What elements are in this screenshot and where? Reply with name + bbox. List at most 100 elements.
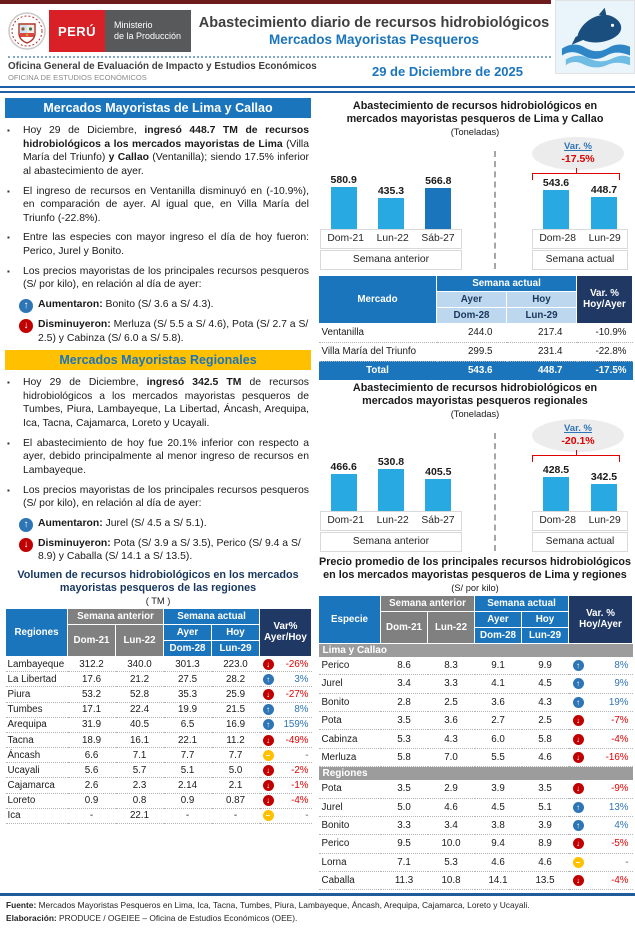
- footer-elaboracion: Elaboración: PRODUCE / OGEIEE – Oficina …: [6, 913, 298, 924]
- volume-value: 16.9: [211, 717, 260, 733]
- square-bullet-icon: ▪: [7, 438, 10, 448]
- price-value: 3.6: [474, 693, 522, 713]
- up-arrow-icon: ↑: [572, 820, 584, 832]
- up-arrow-icon: ↑: [19, 517, 33, 532]
- price-section-row: Regiones: [318, 766, 633, 781]
- section-header-lima-callao: Mercados Mayoristas de Lima y Callao: [5, 98, 311, 118]
- equal-icon: –: [572, 856, 584, 868]
- bar-value-label: 580.9: [330, 173, 357, 186]
- price-value: 4.1: [474, 674, 522, 694]
- price-section-row: Lima y Callao: [318, 643, 633, 657]
- category-label: Sáb-27: [421, 233, 455, 245]
- price-value: 4.5: [521, 674, 569, 694]
- chart-unit: (Toneladas): [450, 408, 500, 419]
- region-name: Arequipa: [5, 717, 68, 733]
- category-label: Lun-29: [588, 515, 621, 527]
- volume-value: 0.8: [115, 793, 164, 809]
- ayer-value: 299.5: [436, 342, 507, 362]
- price-value: 3.9: [474, 780, 522, 799]
- header-office-row: Oficina General de Evaluación de Impacto…: [8, 61, 551, 85]
- content-columns: Mercados Mayoristas de Lima y Callao ▪ Ho…: [0, 93, 635, 891]
- bar-cell: 405.5: [415, 466, 462, 511]
- bar-value-label: 530.8: [377, 455, 405, 468]
- price-value: 2.9: [427, 780, 475, 799]
- var-cell: ↑ 19%: [568, 693, 633, 713]
- price-row: Perico 8.6 8.3 9.1 9.9 ↑ 8%: [318, 656, 633, 676]
- chart-title: Abastecimiento de recursos hidrobiológic…: [352, 381, 598, 408]
- right-column: Abastecimiento de recursos hidrobiológic…: [318, 98, 633, 891]
- volume-value: 7.7: [211, 747, 260, 764]
- bar-cell: 566.8: [415, 175, 462, 229]
- equal-icon: –: [262, 749, 274, 761]
- volume-value: 22.4: [115, 702, 164, 718]
- variation-value: -17.5%: [561, 152, 595, 165]
- price-value: 5.0: [380, 798, 428, 817]
- var-cell: ↓ -2%: [259, 762, 312, 779]
- bar-value-label: 342.5: [590, 470, 618, 483]
- office-block: Oficina General de Evaluación de Impacto…: [8, 61, 317, 82]
- price-value: 2.5: [427, 693, 475, 713]
- column-header-lun22: Lun-22: [427, 610, 475, 644]
- square-bullet-icon: ▪: [7, 485, 10, 495]
- lima-callao-bullets: ▪ Hoy 29 de Diciembre, ingresó 448.7 TM d…: [5, 124, 311, 345]
- var-value: 3%: [294, 673, 309, 685]
- category-labels-current: Dom-28 Lun-29: [532, 510, 628, 531]
- price-value: 7.1: [380, 853, 428, 873]
- square-bullet-icon: ▪: [7, 378, 10, 388]
- bullet-text: Aumentaron: Jurel (S/ 4.5 a S/ 5.1).: [38, 517, 207, 529]
- bar-value-label: 466.6: [330, 460, 357, 473]
- var-cell: ↑ 8%: [259, 702, 312, 718]
- volume-value: 11.2: [211, 732, 260, 749]
- price-value: 14.1: [474, 871, 522, 891]
- var-value: -49%: [285, 734, 309, 746]
- price-table-body: Lima y Callao Perico 8.6 8.3 9.1 9.9 ↑ 8% Jurel 3…: [318, 643, 633, 891]
- variation-label: Var. %: [564, 140, 592, 152]
- column-header-lun22: Lun-22: [115, 623, 164, 657]
- header-logo-row: PERÚ Ministerio de la Producción Abastec…: [8, 10, 551, 52]
- volume-value: 53.2: [67, 686, 116, 703]
- bar: [591, 196, 617, 229]
- price-section-label: Regiones: [318, 766, 633, 781]
- down-arrow-icon: ↓: [572, 875, 584, 887]
- volume-value: 19.9: [163, 702, 212, 718]
- column-header-mercado: Mercado: [318, 274, 437, 324]
- volume-value: 28.2: [211, 671, 260, 688]
- bullet-text: Hoy 29 de Diciembre, ingresó 448.7 TM de…: [23, 125, 309, 177]
- column-header-semana-actual: Semana actual: [474, 594, 569, 612]
- volume-value: 2.1: [211, 777, 260, 794]
- var-value: 13%: [608, 801, 629, 813]
- header-titles: Abastecimiento diario de recursos hidrob…: [191, 15, 551, 47]
- column-header-lun29: Lun-29: [521, 626, 569, 644]
- bullet-item: ▪ Los precios mayoristas de los principal…: [5, 265, 309, 292]
- volume-value: 31.9: [67, 717, 116, 733]
- office-name: Oficina General de Evaluación de Impacto…: [8, 61, 317, 72]
- category-label: Lun-29: [588, 233, 621, 245]
- previous-week-bars: 580.9 435.3 566.8: [320, 174, 462, 229]
- volume-value: 5.7: [115, 762, 164, 779]
- group-label-previous: Semana anterior: [320, 531, 462, 552]
- price-row: Bonito 3.3 3.4 3.8 3.9 ↑ 4%: [318, 816, 633, 836]
- var-cell: ↑ 13%: [568, 798, 633, 817]
- volume-value: 7.7: [163, 747, 212, 764]
- price-value: 4.6: [521, 853, 569, 873]
- price-value: 8.9: [521, 834, 569, 854]
- region-row: Tumbes 17.1 22.4 19.9 21.5 ↑ 8%: [5, 702, 312, 718]
- var-value: -16%: [605, 751, 629, 763]
- group-label-current: Semana actual: [532, 249, 628, 270]
- ayer-value: 244.0: [436, 323, 507, 343]
- price-value: 11.3: [380, 871, 428, 891]
- market-name: Villa María del Triunfo: [318, 342, 437, 362]
- species-name: Jurel: [318, 674, 381, 694]
- column-header-dom21: Dom-21: [67, 623, 116, 657]
- var-cell: ↓ -26%: [259, 656, 312, 673]
- species-name: Lorna: [318, 853, 381, 873]
- bullet-item: ↑ Aumentaron: Jurel (S/ 4.5 a S/ 5.1).: [19, 517, 309, 532]
- var-value: 4%: [614, 820, 629, 832]
- down-arrow-icon: ↓: [262, 780, 274, 792]
- column-header-hoy: Hoy: [506, 290, 577, 308]
- volume-value: 17.6: [67, 671, 116, 688]
- price-value: 3.5: [380, 780, 428, 799]
- region-row: Cajamarca 2.6 2.3 2.14 2.1 ↓ -1%: [5, 777, 312, 794]
- volume-value: 6.5: [163, 717, 212, 733]
- down-arrow-icon: ↓: [572, 783, 584, 795]
